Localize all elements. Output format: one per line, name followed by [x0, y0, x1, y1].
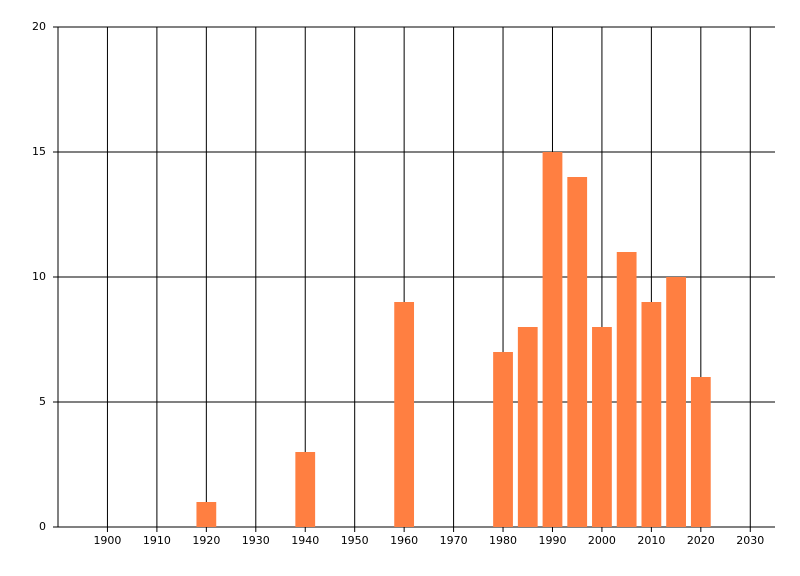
bar [542, 152, 563, 527]
x-tick-label: 1920 [192, 534, 220, 547]
x-tick-label: 2000 [588, 534, 616, 547]
x-tick-label: 1930 [242, 534, 270, 547]
y-tick-label: 15 [32, 145, 46, 158]
bar [295, 452, 316, 527]
bar [666, 277, 686, 527]
x-tick-label: 1910 [143, 534, 171, 547]
bar [592, 327, 612, 527]
y-tick-label: 10 [32, 270, 46, 283]
bar [517, 327, 538, 527]
bar [567, 177, 588, 527]
y-tick-label: 0 [39, 520, 46, 533]
bar [493, 352, 513, 527]
x-tick-label: 2020 [687, 534, 715, 547]
bar [641, 302, 662, 527]
y-tick-label: 5 [39, 395, 46, 408]
x-tick-label: 2030 [736, 534, 764, 547]
bar [690, 377, 711, 527]
x-tick-label: 1980 [489, 534, 517, 547]
x-tick-label: 1960 [390, 534, 418, 547]
x-tick-label: 1970 [440, 534, 468, 547]
x-tick-label: 1990 [538, 534, 566, 547]
bar [616, 252, 637, 527]
x-tick-label: 1900 [93, 534, 121, 547]
x-tick-label: 1940 [291, 534, 319, 547]
bar [196, 502, 217, 527]
bar [394, 302, 415, 527]
x-tick-label: 2010 [637, 534, 665, 547]
y-tick-label: 20 [32, 20, 46, 33]
x-tick-label: 1950 [341, 534, 369, 547]
